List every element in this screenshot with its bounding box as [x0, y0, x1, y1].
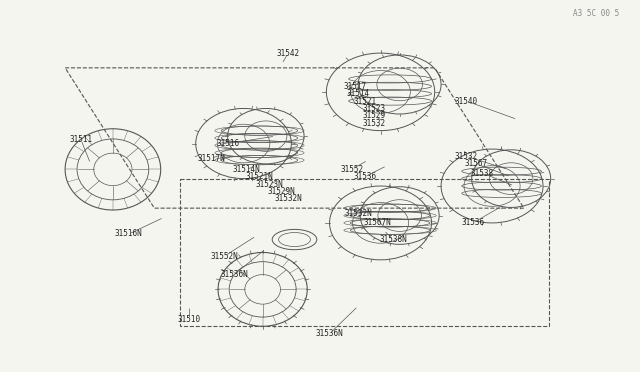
Text: 31521N: 31521N [246, 172, 273, 181]
Text: 31536N: 31536N [220, 270, 248, 279]
Text: 31523N: 31523N [255, 180, 283, 189]
Text: 31514N: 31514N [233, 165, 260, 174]
Text: 31542: 31542 [276, 49, 300, 58]
Text: 31516N: 31516N [115, 230, 143, 238]
Text: 31521: 31521 [353, 97, 376, 106]
Text: 31514: 31514 [347, 89, 370, 98]
Text: 31511: 31511 [70, 135, 93, 144]
Text: 31523: 31523 [363, 104, 386, 113]
Text: 31532N: 31532N [344, 209, 372, 218]
Text: 31567: 31567 [465, 159, 488, 169]
Text: 31517N: 31517N [198, 154, 225, 163]
Text: 31536: 31536 [461, 218, 484, 227]
Text: 31552N: 31552N [211, 251, 238, 261]
Text: 31567N: 31567N [364, 218, 391, 227]
Text: 31536N: 31536N [316, 329, 344, 338]
Text: 31529: 31529 [363, 111, 386, 121]
Text: 31517: 31517 [344, 82, 367, 91]
Text: 31538N: 31538N [380, 235, 407, 244]
Text: 31540: 31540 [455, 97, 478, 106]
Text: 31536: 31536 [353, 172, 376, 181]
Text: 31510: 31510 [178, 315, 201, 324]
Text: 31529N: 31529N [268, 187, 296, 196]
Text: 31516: 31516 [216, 139, 239, 148]
Text: 31532: 31532 [455, 152, 478, 161]
Text: 31532N: 31532N [275, 195, 302, 203]
Text: 31532: 31532 [363, 119, 386, 128]
Text: A3 5C 00 5: A3 5C 00 5 [573, 9, 620, 18]
Text: 31538: 31538 [471, 169, 494, 177]
Text: 31552: 31552 [340, 165, 364, 174]
